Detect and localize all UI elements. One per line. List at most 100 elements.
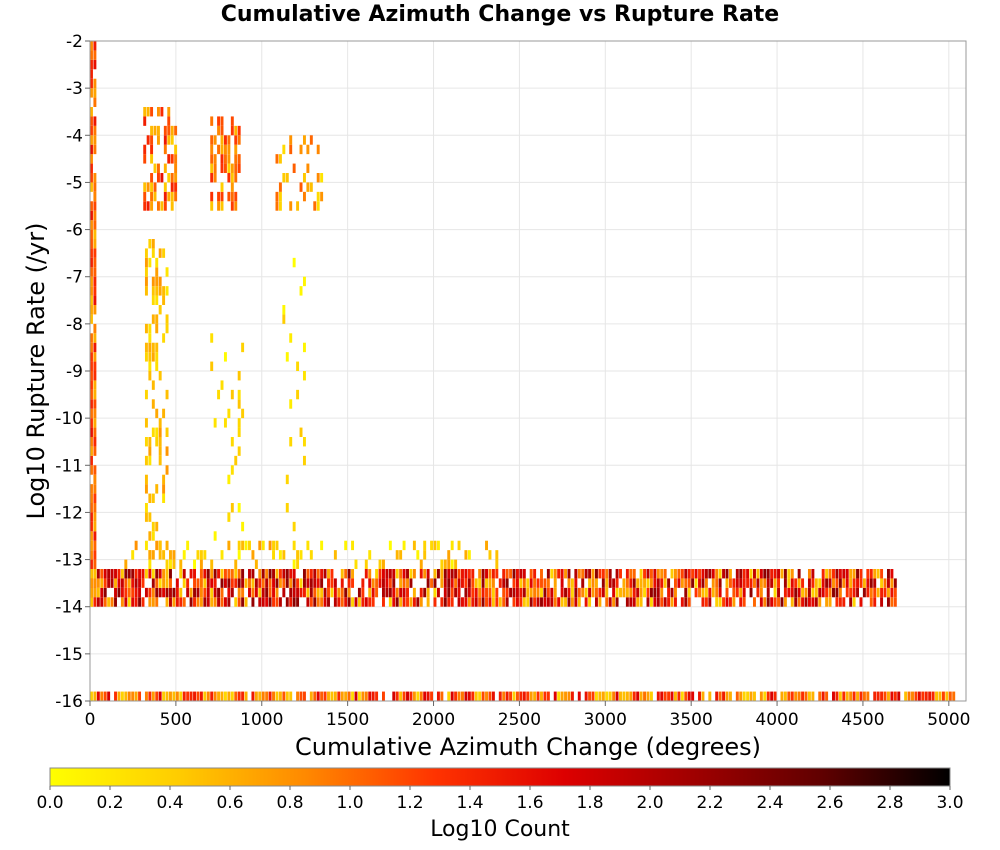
heatmap-cell	[148, 493, 152, 503]
heatmap-cell	[189, 569, 193, 579]
heatmap-cell	[656, 578, 660, 588]
heatmap-cell	[289, 597, 293, 607]
heatmap-cell	[93, 465, 97, 475]
heatmap-cell	[540, 578, 543, 588]
heatmap-cell	[564, 597, 568, 607]
heatmap-cell	[151, 531, 155, 541]
heatmap-cell	[485, 597, 488, 607]
heatmap-cell	[213, 418, 217, 428]
heatmap-cell	[150, 182, 154, 192]
heatmap-cell	[368, 569, 372, 579]
heatmap-cell	[309, 550, 313, 560]
heatmap-cell	[127, 569, 131, 579]
heatmap-cell	[193, 578, 196, 588]
heatmap-cell	[117, 691, 121, 701]
heatmap-cell	[897, 691, 901, 701]
heatmap-cell	[766, 691, 770, 701]
heatmap-cell	[852, 597, 856, 607]
heatmap-cell	[96, 587, 100, 598]
heatmap-cell	[254, 559, 258, 569]
heatmap-cell	[663, 597, 667, 607]
heatmap-cell	[464, 569, 468, 579]
heatmap-cell	[292, 569, 296, 579]
heatmap-cell	[275, 191, 279, 202]
heatmap-cell	[560, 587, 564, 598]
heatmap-cell	[237, 125, 241, 136]
heatmap-cell	[550, 597, 554, 607]
heatmap-cell	[169, 578, 172, 588]
heatmap-cell	[227, 569, 231, 579]
heatmap-cell	[395, 569, 399, 579]
heatmap-cell	[471, 691, 475, 701]
heatmap-cell	[883, 578, 887, 588]
heatmap-cell	[715, 578, 719, 588]
heatmap-cell	[382, 597, 385, 607]
y-tick-label: -7	[66, 268, 83, 288]
heatmap-cell	[155, 352, 159, 362]
heatmap-cell	[718, 691, 722, 701]
heatmap-cell	[162, 474, 166, 485]
heatmap-cell	[296, 559, 300, 569]
heatmap-cell	[138, 691, 142, 701]
heatmap-cell	[272, 550, 276, 560]
heatmap-cell	[320, 173, 324, 183]
heatmap-cell	[93, 380, 97, 390]
heatmap-cell	[701, 691, 705, 701]
heatmap-cell	[698, 578, 701, 588]
heatmap-cell	[423, 550, 427, 560]
heatmap-cell	[220, 135, 224, 145]
heatmap-cell	[728, 597, 732, 607]
heatmap-cell	[667, 691, 671, 701]
heatmap-cell	[567, 578, 571, 588]
heatmap-cell	[93, 503, 97, 513]
heatmap-cell	[691, 578, 695, 588]
heatmap-cell	[550, 569, 554, 579]
heatmap-cell	[540, 597, 543, 607]
heatmap-cell	[457, 691, 461, 701]
heatmap-cell	[223, 569, 227, 579]
x-tick-label: 2000	[412, 710, 455, 730]
x-axis-title: Cumulative Azimuth Change (degrees)	[295, 733, 761, 761]
heatmap-cell	[155, 295, 159, 305]
heatmap-cell	[103, 578, 107, 588]
heatmap-cell	[371, 597, 375, 607]
heatmap-cell	[313, 569, 317, 579]
heatmap-cell	[928, 691, 932, 701]
heatmap-cell	[155, 691, 159, 701]
heatmap-cell	[753, 691, 756, 701]
heatmap-cell	[625, 569, 629, 579]
heatmap-cell	[698, 691, 701, 701]
heatmap-cell	[93, 691, 97, 701]
heatmap-cell	[739, 597, 743, 607]
heatmap-cell	[107, 691, 111, 701]
heatmap-cell	[522, 569, 526, 579]
heatmap-cell	[186, 587, 190, 598]
heatmap-cell	[155, 437, 159, 447]
heatmap-cell	[601, 587, 605, 598]
heatmap-cell	[275, 154, 279, 164]
heatmap-cell	[151, 276, 155, 287]
heatmap-cell	[790, 587, 794, 598]
heatmap-cell	[285, 578, 289, 588]
heatmap-cell	[93, 540, 97, 551]
heatmap-cell	[90, 352, 93, 362]
heatmap-cell	[619, 587, 622, 598]
heatmap-cell	[93, 437, 97, 447]
heatmap-cell	[454, 559, 458, 569]
heatmap-cell	[316, 191, 320, 202]
heatmap-cell	[715, 597, 719, 607]
heatmap-cell	[807, 569, 811, 579]
heatmap-cell	[251, 578, 255, 588]
colorbar-tick-label: 1.6	[516, 793, 543, 813]
heatmap-cell	[639, 578, 643, 588]
heatmap-cell	[148, 531, 152, 541]
heatmap-cell	[241, 569, 245, 579]
heatmap-cell	[237, 389, 241, 400]
heatmap-cell	[684, 578, 688, 588]
heatmap-cell	[93, 276, 97, 287]
heatmap-cell	[227, 408, 231, 419]
heatmap-cell	[625, 578, 629, 588]
heatmap-cell	[248, 540, 251, 551]
heatmap-cell	[660, 587, 664, 598]
heatmap-cell	[670, 587, 674, 598]
